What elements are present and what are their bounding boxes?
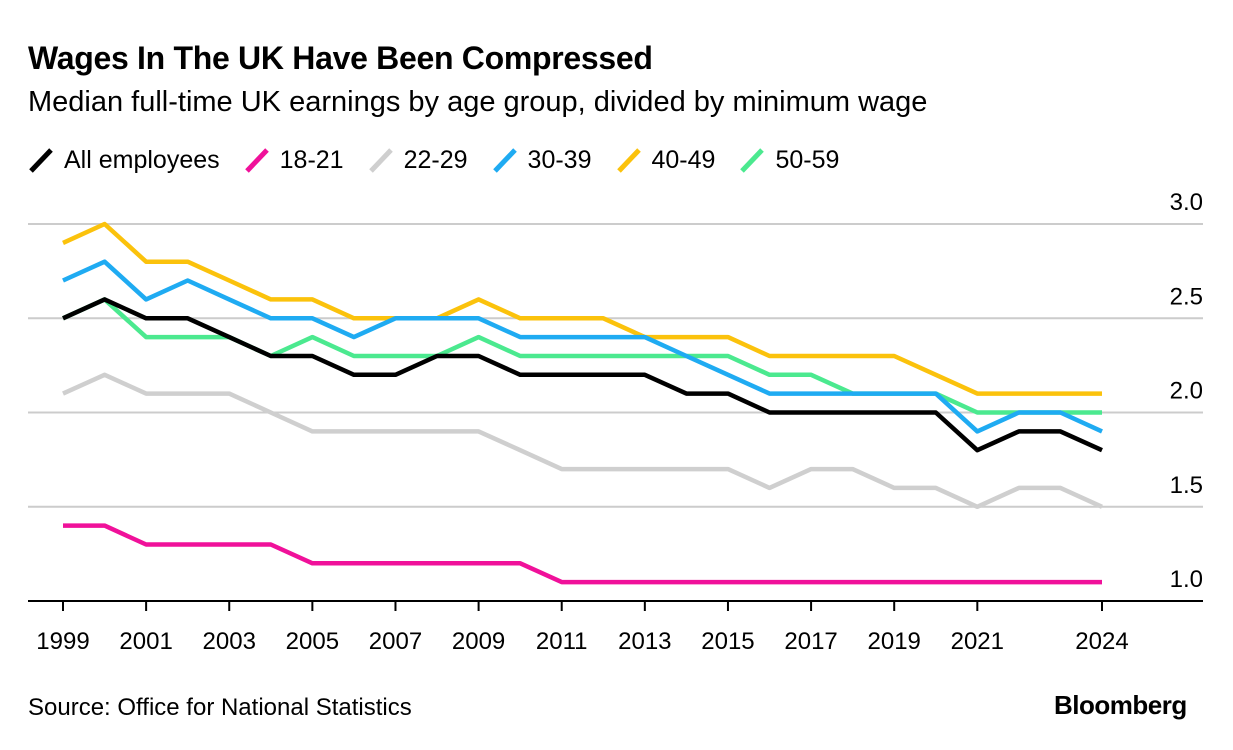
x-tick-label: 2009 <box>452 628 505 655</box>
legend-label: All employees <box>64 145 220 174</box>
legend-swatch-icon <box>739 145 765 175</box>
x-axis: 1999 2001 2003 2005 2007 2009 2011 2013 2015 2017… <box>28 600 1203 655</box>
legend-item-22-29: 22-29 <box>368 145 468 175</box>
series-line-18-21 <box>63 523 1102 585</box>
source-note: Source: Office for National Statistics <box>28 694 412 721</box>
legend-label: 30-39 <box>527 145 592 174</box>
y-tick-labels: 1.0 1.5 2.0 2.5 3.0 <box>1170 189 1203 593</box>
series-line-22-29 <box>62 372 1103 510</box>
bloomberg-logo: Bloomberg <box>1054 690 1187 720</box>
x-tick-label: 2013 <box>618 628 671 655</box>
legend-label: 40-49 <box>651 145 716 174</box>
chart-title: Wages In The UK Have Been Compressed <box>28 40 653 76</box>
legend-item-40-49: 40-49 <box>616 145 716 175</box>
x-tick-label: 2024 <box>1075 628 1128 655</box>
legend-swatch-icon <box>244 145 270 175</box>
legend-item-30-39: 30-39 <box>492 145 592 175</box>
x-tick-label: 2001 <box>119 628 172 655</box>
x-tick-label: 2011 <box>536 628 588 655</box>
legend: All employees 18-21 22-29 30-39 40-49 50-59 <box>28 145 863 175</box>
x-tick-label: 2015 <box>701 628 754 655</box>
series-line-40-49 <box>62 221 1102 396</box>
x-tick-label: 1999 <box>36 628 89 655</box>
x-tick-label: 2005 <box>286 628 339 655</box>
legend-item-18-21: 18-21 <box>244 145 344 175</box>
series-line-30-39 <box>62 259 1103 434</box>
legend-item-50-59: 50-59 <box>739 145 839 175</box>
gridlines <box>28 223 1203 508</box>
chart-subtitle: Median full-time UK earnings by age grou… <box>28 86 928 118</box>
x-tick-label: 2007 <box>369 628 422 655</box>
y-tick-label: 3.0 <box>1170 189 1203 216</box>
legend-label: 22-29 <box>403 145 468 174</box>
legend-label: 18-21 <box>279 145 344 174</box>
x-tick-label: 2019 <box>868 628 921 655</box>
x-tick-label: 2021 <box>951 628 1004 655</box>
y-tick-label: 1.0 <box>1170 566 1203 593</box>
y-tick-label: 2.5 <box>1170 283 1203 310</box>
line-chart: 1.0 1.5 2.0 2.5 3.0 1999 2001 2003 2005 2007 2009… <box>28 189 1203 655</box>
legend-item-all-employees: All employees <box>28 145 220 175</box>
y-tick-label: 1.5 <box>1170 472 1203 499</box>
series-lines <box>62 221 1103 585</box>
x-tick-label: 2003 <box>203 628 256 655</box>
x-tick-label: 2017 <box>784 628 837 655</box>
legend-swatch-icon <box>28 145 54 175</box>
legend-swatch-icon <box>368 145 394 175</box>
y-tick-label: 2.0 <box>1170 378 1203 405</box>
legend-swatch-icon <box>492 145 518 175</box>
legend-label: 50-59 <box>775 145 840 174</box>
legend-swatch-icon <box>616 145 642 175</box>
series-line-all-employees <box>62 297 1103 453</box>
